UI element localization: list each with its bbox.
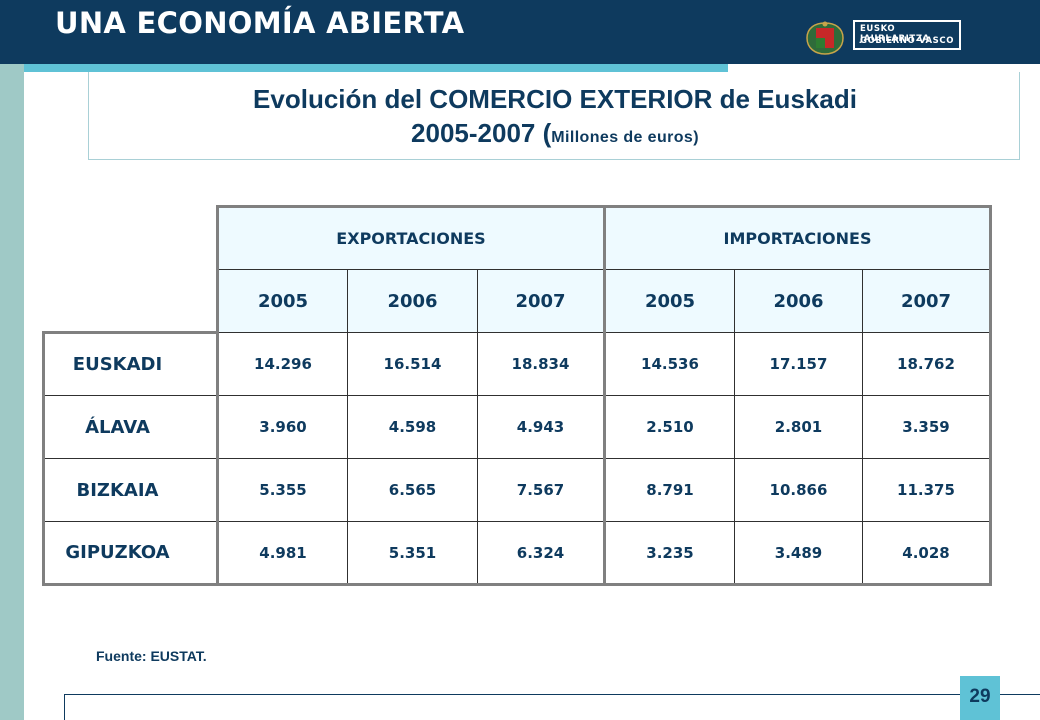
table-cell: 4.943	[477, 395, 605, 459]
accent-strip	[24, 64, 728, 72]
table-cell: 17.157	[734, 332, 863, 396]
coat-of-arms-icon	[806, 21, 844, 55]
table-cell: 7.567	[477, 458, 605, 522]
year-header: 2005	[603, 269, 735, 333]
exports-header: EXPORTACIONES	[216, 205, 605, 270]
page-number: 29	[960, 676, 1000, 720]
group-header-row: EXPORTACIONES IMPORTACIONES	[44, 205, 992, 270]
table-cell: 4.598	[347, 395, 478, 459]
logo-frame	[853, 20, 961, 50]
table-cell: 16.514	[347, 332, 478, 396]
table-cell: 14.536	[603, 332, 735, 396]
table-cell: 4.028	[862, 521, 992, 586]
year-header: 2007	[862, 269, 992, 333]
section-title: UNA ECONOMÍA ABIERTA	[55, 6, 465, 40]
year-header: 2007	[477, 269, 605, 333]
table-cell: 8.791	[603, 458, 735, 522]
footer-tick	[64, 694, 65, 720]
table-cell: 5.351	[347, 521, 478, 586]
slide-title-box: Evolución del COMERCIO EXTERIOR de Euska…	[88, 72, 1020, 160]
table-cell: 14.296	[216, 332, 348, 396]
footer-rule	[64, 694, 1040, 695]
slide-subtitle: 2005-2007 (Millones de euros)	[89, 118, 1021, 149]
row-label: EUSKADI	[42, 331, 218, 396]
source-note: Fuente: EUSTAT.	[96, 648, 207, 664]
table-cell: 2.510	[603, 395, 735, 459]
table-cell: 18.834	[477, 332, 605, 396]
slide-title: Evolución del COMERCIO EXTERIOR de Euska…	[253, 84, 857, 114]
year-header: 2006	[347, 269, 478, 333]
table-row: BIZKAIA 5.355 6.565 7.567 8.791 10.866 1…	[42, 458, 992, 522]
row-label: ÁLAVA	[42, 395, 218, 459]
table-cell: 10.866	[734, 458, 863, 522]
left-decor-band	[0, 64, 24, 720]
unit-label: Millones de euros)	[551, 129, 699, 146]
logo-text-basque: EUSKO JAURLARITZA	[860, 24, 930, 44]
table-row: EUSKADI 14.296 16.514 18.834 14.536 17.1…	[42, 331, 992, 396]
row-label: GIPUZKOA	[42, 521, 218, 586]
table-cell: 3.960	[216, 395, 348, 459]
table-cell: 5.355	[216, 458, 348, 522]
year-range: 2005-2007	[411, 118, 536, 148]
table-row: GIPUZKOA 4.981 5.351 6.324 3.235 3.489 4…	[42, 521, 992, 586]
table-cell: 3.359	[862, 395, 992, 459]
trade-table: EXPORTACIONES IMPORTACIONES 2005 2006 20…	[42, 205, 992, 586]
table-cell: 4.981	[216, 521, 348, 586]
header-bar	[0, 0, 1040, 64]
table-corner	[44, 270, 218, 333]
logo-text-spanish: GOBIERNO VASCO	[860, 36, 955, 46]
open-paren: (	[542, 118, 552, 148]
table-cell: 11.375	[862, 458, 992, 522]
table-cell: 3.235	[603, 521, 735, 586]
gobierno-vasco-logo: EUSKO JAURLARITZA GOBIERNO VASCO	[803, 20, 961, 56]
year-header-row: 2005 2006 2007 2005 2006 2007	[44, 269, 992, 333]
table-corner	[44, 207, 218, 270]
year-header: 2005	[216, 269, 348, 333]
table-cell: 2.801	[734, 395, 863, 459]
table-cell: 3.489	[734, 521, 863, 586]
table-cell: 6.324	[477, 521, 605, 586]
imports-header: IMPORTACIONES	[603, 205, 992, 270]
year-header: 2006	[734, 269, 863, 333]
row-label: BIZKAIA	[42, 458, 218, 522]
table-row: ÁLAVA 3.960 4.598 4.943 2.510 2.801 3.35…	[42, 395, 992, 459]
table-cell: 6.565	[347, 458, 478, 522]
table-cell: 18.762	[862, 332, 992, 396]
